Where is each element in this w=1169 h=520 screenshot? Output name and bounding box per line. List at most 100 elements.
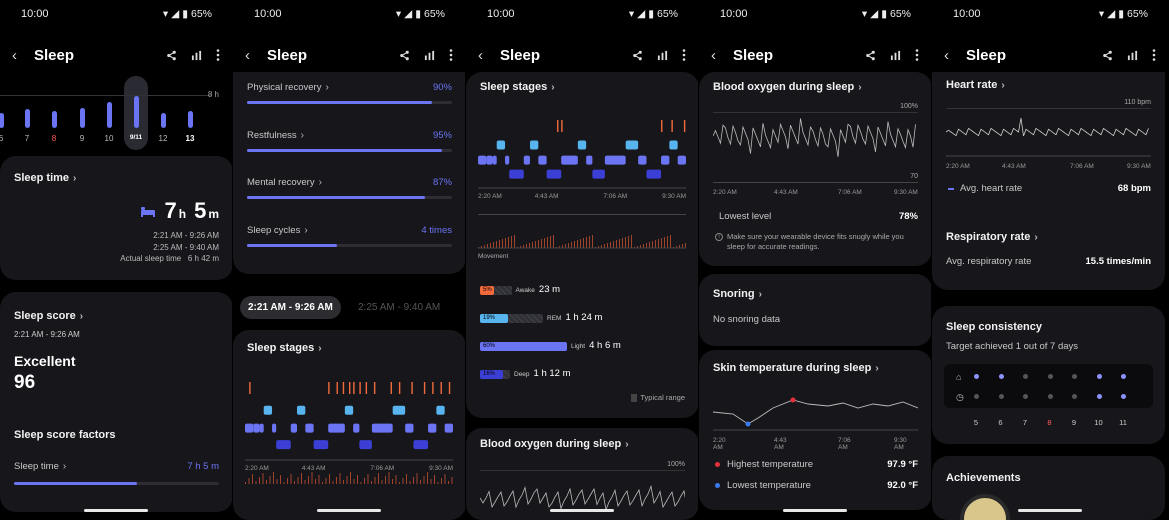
sleep-consistency-card[interactable]: Sleep consistency Target achieved 1 out … <box>932 306 1165 444</box>
stage-segment <box>413 440 429 450</box>
more-icon[interactable] <box>1152 49 1156 61</box>
sleep-consistency-subtitle: Target achieved 1 out of 7 days <box>946 341 1079 352</box>
day-bar[interactable] <box>80 108 85 128</box>
movement-bar <box>388 472 390 484</box>
home-indicator[interactable] <box>783 509 847 512</box>
factor-value: 87% <box>432 177 452 188</box>
day-bar[interactable] <box>25 109 30 128</box>
tab-session-1[interactable]: 2:21 AM - 9:26 AM <box>240 296 341 319</box>
awake-mark <box>353 382 355 394</box>
daily-sleep-bars: 8 h 6 7 8 9 10 9/11 12 13 <box>0 76 232 150</box>
movement-bar <box>269 476 271 484</box>
score-factors-card: Physical recovery › 90% Restfulness › 95% Ment… <box>233 72 465 274</box>
more-icon[interactable] <box>682 49 686 61</box>
sleep-stages-card[interactable]: Sleep stages › 2:20 AM 4:43 AM 7:06 AM 9:30 … <box>233 330 465 520</box>
chevron-right-icon: › <box>1001 80 1005 91</box>
stage-segment <box>392 405 406 415</box>
battery-icon: ▮ <box>182 8 188 20</box>
home-indicator[interactable] <box>84 509 148 512</box>
more-icon[interactable] <box>915 49 919 61</box>
day-bar[interactable] <box>107 102 112 128</box>
day-label: 10 <box>1094 418 1103 427</box>
stage-text: Awake 23 m <box>516 284 561 295</box>
axis-8h: 8 h <box>207 90 219 99</box>
more-icon[interactable] <box>449 49 453 61</box>
sleep-time-card[interactable]: Sleep time › 7 h 5 m 2:21 AM - 9:26 AM 2:… <box>0 156 232 280</box>
skin-temperature-card[interactable]: Skin temperature during sleep › 2:20 AM 4:… <box>699 350 931 510</box>
movement-bar <box>371 481 372 484</box>
movement-bar <box>409 481 411 484</box>
movement-bar <box>420 480 421 484</box>
awake-mark <box>390 382 392 394</box>
share-icon[interactable] <box>166 50 177 61</box>
share-icon[interactable] <box>399 50 410 61</box>
stage-segment <box>478 155 487 165</box>
day-bar[interactable] <box>134 96 139 128</box>
back-icon[interactable]: ‹ <box>12 46 17 64</box>
factor-label[interactable]: Physical recovery › <box>247 82 329 93</box>
factor-label[interactable]: Restfulness › <box>247 130 304 141</box>
stage-segment <box>405 423 414 433</box>
awake-mark <box>342 382 345 394</box>
chart-icon[interactable] <box>657 50 668 61</box>
day-label: 5 <box>973 418 979 427</box>
home-indicator[interactable] <box>1018 509 1082 512</box>
typical-range-label: Typical range <box>640 393 685 402</box>
stage-segment <box>297 405 306 415</box>
factor-label[interactable]: Sleep cycles › <box>247 225 308 236</box>
movement-bar <box>598 246 599 248</box>
day-bar[interactable] <box>161 113 166 128</box>
back-icon[interactable]: ‹ <box>944 46 949 64</box>
movement-bar <box>577 240 578 248</box>
awake-mark <box>448 382 451 394</box>
movement-bar <box>318 475 320 484</box>
share-icon[interactable] <box>865 50 876 61</box>
actual-sleep-value: 6 h 42 m <box>187 254 219 263</box>
movement-bar <box>610 242 611 248</box>
day-label: 8 <box>1047 418 1052 427</box>
respiratory-rate-title: Respiratory rate <box>946 231 1031 243</box>
movement-bar <box>434 475 435 484</box>
back-icon[interactable]: ‹ <box>478 46 483 64</box>
day-bar[interactable] <box>0 113 4 128</box>
back-icon[interactable]: ‹ <box>711 46 716 64</box>
day-label: 7 <box>1022 418 1028 427</box>
share-icon[interactable] <box>1102 50 1113 61</box>
chevron-right-icon: › <box>73 173 77 184</box>
movement-bar <box>496 241 497 248</box>
blood-oxygen-card[interactable]: Blood oxygen during sleep › 100% <box>466 428 698 520</box>
wifi-icon: ▾ <box>162 8 169 20</box>
tab-session-2[interactable]: 2:25 AM - 9:40 AM <box>358 302 441 313</box>
app-header: ‹ Sleep <box>466 40 698 70</box>
stage-percent-bar: 5% <box>480 286 494 295</box>
stage-segment <box>486 155 493 165</box>
more-icon[interactable] <box>216 49 220 61</box>
factor-value: 4 times <box>421 224 452 236</box>
snoring-card[interactable]: Snoring › No snoring data <box>699 274 931 346</box>
app-header: ‹ Sleep <box>233 40 465 70</box>
factor-label[interactable]: Mental recovery › <box>247 177 322 188</box>
movement-bar <box>514 235 515 248</box>
status-time: 10:00 <box>487 8 515 20</box>
share-icon[interactable] <box>632 50 643 61</box>
home-indicator[interactable] <box>317 509 381 512</box>
time-tick: 2:20 AM <box>713 437 726 451</box>
stage-segment <box>344 405 354 415</box>
day-bar[interactable] <box>52 111 57 128</box>
awake-mark <box>440 382 442 394</box>
sleep-score-card[interactable]: Sleep score › 2:21 AM - 9:26 AM Excellent… <box>0 292 232 512</box>
back-icon[interactable]: ‹ <box>245 46 250 64</box>
chart-icon[interactable] <box>1127 50 1138 61</box>
chart-icon[interactable] <box>191 50 202 61</box>
movement-bar <box>311 472 313 484</box>
stage-segment <box>353 423 360 433</box>
chart-icon[interactable] <box>890 50 901 61</box>
home-indicator[interactable] <box>550 509 614 512</box>
battery-icon: ▮ <box>648 8 654 20</box>
day-label: 6 <box>998 418 1003 427</box>
day-bar[interactable] <box>188 111 193 128</box>
blood-oxygen-detail-card[interactable]: Blood oxygen during sleep › 100% 70 2:20 … <box>699 72 931 266</box>
oxygen-line <box>713 118 916 157</box>
heart-rate-card[interactable]: Heart rate › 110 bpm 2:20 AM 4:43 AM 7:06 A… <box>932 72 1165 290</box>
chart-icon[interactable] <box>424 50 435 61</box>
